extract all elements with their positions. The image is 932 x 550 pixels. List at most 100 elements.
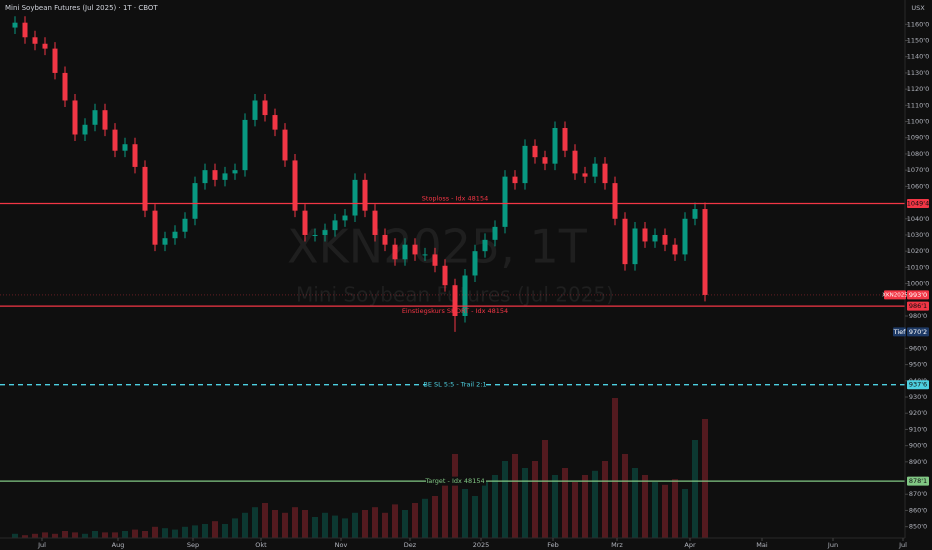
volume-bar bbox=[362, 510, 368, 538]
volume-bar bbox=[242, 512, 248, 538]
candle-body bbox=[442, 265, 448, 286]
candle-body bbox=[302, 210, 308, 235]
y-tick-label: 1090'0 bbox=[907, 134, 929, 142]
volume-bar bbox=[572, 482, 578, 538]
candle-body bbox=[202, 170, 208, 184]
volume-bar bbox=[372, 507, 378, 538]
candle-body bbox=[522, 145, 528, 184]
candle-body bbox=[152, 210, 158, 245]
candle-body bbox=[192, 183, 198, 219]
volume-bar bbox=[642, 475, 648, 538]
candle-body bbox=[542, 157, 548, 164]
x-tick-label: Sep bbox=[187, 541, 199, 549]
volume-bar bbox=[262, 503, 268, 538]
candle-body bbox=[662, 234, 668, 245]
volume-bar bbox=[512, 454, 518, 538]
level-price-tag-box bbox=[907, 380, 929, 390]
candle-body bbox=[692, 209, 698, 219]
volume-bar bbox=[602, 461, 608, 538]
level-label-bg bbox=[426, 380, 486, 390]
volume-bar bbox=[632, 468, 638, 538]
volume-bar bbox=[62, 531, 68, 538]
low-price-tag-box bbox=[907, 327, 929, 337]
candle-body bbox=[122, 144, 128, 151]
volume-bar bbox=[612, 398, 618, 538]
candle-body bbox=[402, 244, 408, 260]
y-tick-label: 910'0 bbox=[909, 425, 927, 433]
volume-bar bbox=[432, 496, 438, 538]
level-label: Einstiegskurs SHORT - Idx 48154 bbox=[402, 307, 508, 315]
candle-body bbox=[22, 22, 28, 38]
volume-bar bbox=[162, 528, 168, 538]
volume-bar bbox=[172, 529, 178, 538]
candle-body bbox=[282, 129, 288, 161]
low-label-box bbox=[893, 327, 906, 337]
candle-body bbox=[552, 128, 558, 164]
currency[interactable]: USX bbox=[911, 4, 925, 12]
volume-bar bbox=[622, 454, 628, 538]
candle-body bbox=[362, 179, 368, 211]
candle-body bbox=[342, 215, 348, 221]
volume-bar bbox=[52, 533, 58, 538]
volume-bar bbox=[22, 535, 28, 538]
candle-body bbox=[642, 228, 648, 242]
candle-body bbox=[162, 238, 168, 245]
candle-body bbox=[52, 48, 58, 73]
y-tick-label: 850'0 bbox=[909, 523, 927, 531]
candle-body bbox=[452, 285, 458, 316]
volume-bar bbox=[212, 521, 218, 538]
last-price-tag: 993'0 bbox=[909, 291, 927, 299]
y-tick-label: 1040'0 bbox=[907, 215, 929, 223]
y-tick-label: 1080'0 bbox=[907, 150, 929, 158]
level-price-tag-box bbox=[907, 301, 929, 311]
volume-bar bbox=[552, 475, 558, 538]
volume-bar bbox=[442, 482, 448, 538]
y-tick-label: 960'0 bbox=[909, 344, 927, 352]
candle-body bbox=[332, 220, 338, 231]
x-tick-label: 2025 bbox=[473, 541, 490, 549]
volume-bar bbox=[112, 532, 118, 538]
candle-body bbox=[592, 163, 598, 177]
candle-body bbox=[32, 37, 38, 44]
candle-body bbox=[272, 115, 278, 130]
x-tick-label: Nov bbox=[335, 541, 348, 549]
volume-bar bbox=[562, 468, 568, 538]
last-price-symbol: XKN2025 bbox=[882, 292, 908, 298]
candle-body bbox=[632, 228, 638, 265]
volume-bar bbox=[542, 440, 548, 538]
candle-body bbox=[312, 234, 318, 236]
volume-bar bbox=[32, 533, 38, 538]
candle-body bbox=[352, 179, 358, 216]
volume-bar bbox=[662, 484, 668, 538]
x-tick-label: Jun bbox=[827, 541, 838, 549]
x-tick-label: Aug bbox=[112, 541, 125, 549]
y-tick-label: 1110'0 bbox=[907, 101, 929, 109]
volume-bar bbox=[672, 479, 678, 538]
volume-bar bbox=[182, 526, 188, 538]
volume-bar bbox=[532, 461, 538, 538]
level-label: BE SL 5:5 - Trail 2:1 bbox=[423, 381, 486, 389]
volume-bar bbox=[422, 498, 428, 538]
volume-bar bbox=[702, 419, 708, 538]
candle-layer bbox=[12, 16, 708, 332]
volume-bar bbox=[132, 529, 138, 538]
volume-bar bbox=[312, 517, 318, 538]
candle-body bbox=[422, 254, 428, 256]
candle-body bbox=[492, 226, 498, 240]
candle-body bbox=[582, 173, 588, 177]
volume-bar bbox=[102, 532, 108, 538]
candle-body bbox=[72, 100, 78, 135]
volume-bar bbox=[352, 512, 358, 538]
x-tick-label: Jul bbox=[898, 541, 907, 549]
volume-bar bbox=[92, 531, 98, 538]
candle-body bbox=[42, 43, 48, 49]
low-label: Tief bbox=[893, 328, 907, 336]
last-price-symbol-box bbox=[884, 290, 906, 300]
volume-bar bbox=[522, 468, 528, 538]
y-tick-label: 1000'0 bbox=[907, 280, 929, 288]
candle-body bbox=[112, 129, 118, 151]
candle-body bbox=[262, 100, 268, 116]
volume-bar bbox=[222, 524, 228, 538]
axis-layer: 1160'0 1150'0 1140'0 1130'0 1120'0 1110'0 1100… bbox=[37, 20, 929, 549]
